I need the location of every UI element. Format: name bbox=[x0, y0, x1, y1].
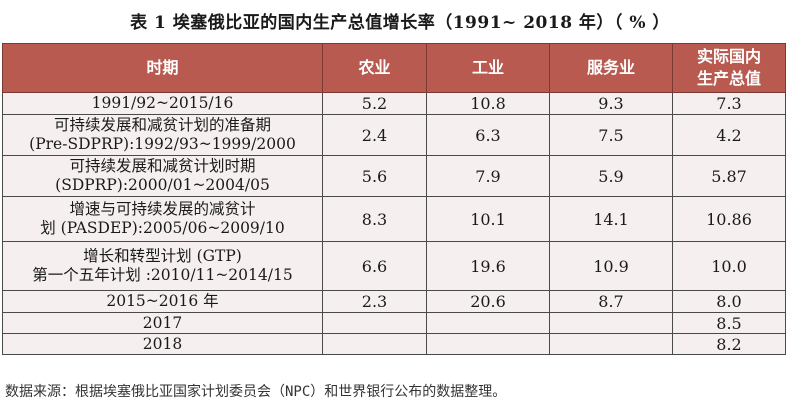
table-row: 2015~2016 年 2.3 20.6 8.7 8.0 bbox=[2, 290, 786, 313]
period-line1: 增长和转型计划 (GTP) bbox=[83, 247, 242, 265]
period-line2: (Pre-SDPRP):1992/93~1999/2000 bbox=[29, 135, 296, 153]
services-cell: 7.5 bbox=[549, 114, 673, 156]
period-cell: 增长和转型计划 (GTP) 第一个五年计划 :2010/11~2014/15 bbox=[2, 241, 323, 291]
period-line1: 可持续发展和减贫计划时期 bbox=[69, 157, 256, 175]
period-line2: 第一个五年计划 :2010/11~2014/15 bbox=[32, 266, 293, 284]
agriculture-cell: 2.4 bbox=[322, 114, 427, 156]
services-cell: 9.3 bbox=[549, 92, 673, 115]
table-row: 2017 8.5 bbox=[2, 312, 786, 334]
table-row: 增长和转型计划 (GTP) 第一个五年计划 :2010/11~2014/15 6… bbox=[2, 241, 786, 291]
gdp-growth-table: 时期 农业 工业 服务业 实际国内 生产总值 1991/92~2015/16 5… bbox=[2, 43, 786, 355]
agriculture-cell: 2.3 bbox=[322, 290, 427, 313]
services-cell: 10.9 bbox=[549, 241, 673, 291]
period-cell: 可持续发展和减贫计划的准备期 (Pre-SDPRP):1992/93~1999/… bbox=[2, 114, 323, 156]
gdp-cell: 8.2 bbox=[672, 333, 786, 355]
table-row: 可持续发展和减贫计划的准备期 (Pre-SDPRP):1992/93~1999/… bbox=[2, 114, 786, 156]
industry-cell: 19.6 bbox=[426, 241, 550, 291]
agriculture-cell: 6.6 bbox=[322, 241, 427, 291]
header-gdp-line1: 实际国内 bbox=[696, 47, 761, 66]
period-line1: 2015~2016 年 bbox=[106, 292, 219, 310]
industry-cell: 10.1 bbox=[426, 196, 550, 242]
period-line1: 增速与可持续发展的减贫计 bbox=[69, 200, 256, 218]
agriculture-cell: 5.6 bbox=[322, 155, 427, 197]
gdp-cell: 10.86 bbox=[672, 196, 786, 242]
services-cell bbox=[549, 312, 673, 334]
gdp-cell: 8.0 bbox=[672, 290, 786, 313]
table-row: 2018 8.2 bbox=[2, 333, 786, 355]
period-line1: 可持续发展和减贫计划的准备期 bbox=[53, 116, 271, 134]
gdp-cell: 10.0 bbox=[672, 241, 786, 291]
agriculture-cell: 8.3 bbox=[322, 196, 427, 242]
agriculture-cell bbox=[322, 312, 427, 334]
industry-cell: 7.9 bbox=[426, 155, 550, 197]
agriculture-cell: 5.2 bbox=[322, 92, 427, 115]
header-industry: 工业 bbox=[426, 43, 550, 93]
services-cell: 8.7 bbox=[549, 290, 673, 313]
industry-cell bbox=[426, 312, 550, 334]
period-line2: (SDPRP):2000/01~2004/05 bbox=[55, 176, 270, 194]
header-services: 服务业 bbox=[549, 43, 673, 93]
table-header-row: 时期 农业 工业 服务业 实际国内 生产总值 bbox=[2, 43, 786, 93]
period-cell: 1991/92~2015/16 bbox=[2, 92, 323, 115]
industry-cell: 6.3 bbox=[426, 114, 550, 156]
period-line2: 划 (PASDEP):2005/06~2009/10 bbox=[40, 219, 285, 237]
period-line1: 2018 bbox=[142, 334, 183, 353]
agriculture-cell bbox=[322, 333, 427, 355]
gdp-cell: 8.5 bbox=[672, 312, 786, 334]
table-row: 增速与可持续发展的减贫计 划 (PASDEP):2005/06~2009/10 … bbox=[2, 196, 786, 242]
header-agriculture: 农业 bbox=[322, 43, 427, 93]
header-period: 时期 bbox=[2, 43, 323, 93]
period-line1: 2017 bbox=[142, 313, 183, 332]
period-cell: 2015~2016 年 bbox=[2, 290, 323, 313]
period-cell: 可持续发展和减贫计划时期 (SDPRP):2000/01~2004/05 bbox=[2, 155, 323, 197]
period-line1: 1991/92~2015/16 bbox=[91, 94, 234, 112]
period-cell: 2017 bbox=[2, 312, 323, 334]
gdp-cell: 7.3 bbox=[672, 92, 786, 115]
data-source-note: 数据来源：根据埃塞俄比亚国家计划委员会（NPC）和世界银行公布的数据整理。 bbox=[5, 384, 507, 400]
table-row: 1991/92~2015/16 5.2 10.8 9.3 7.3 bbox=[2, 92, 786, 115]
gdp-cell: 4.2 bbox=[672, 114, 786, 156]
period-cell: 2018 bbox=[2, 333, 323, 355]
table-title: 表 1 埃塞俄比亚的国内生产总值增长率（1991~ 2018 年）（ % ） bbox=[130, 13, 670, 33]
header-gdp-line2: 生产总值 bbox=[696, 69, 761, 88]
industry-cell: 20.6 bbox=[426, 290, 550, 313]
gdp-cell: 5.87 bbox=[672, 155, 786, 197]
industry-cell bbox=[426, 333, 550, 355]
industry-cell: 10.8 bbox=[426, 92, 550, 115]
header-gdp: 实际国内 生产总值 bbox=[672, 43, 786, 93]
period-cell: 增速与可持续发展的减贫计 划 (PASDEP):2005/06~2009/10 bbox=[2, 196, 323, 242]
table-row: 可持续发展和减贫计划时期 (SDPRP):2000/01~2004/05 5.6… bbox=[2, 155, 786, 197]
services-cell: 14.1 bbox=[549, 196, 673, 242]
services-cell: 5.9 bbox=[549, 155, 673, 197]
services-cell bbox=[549, 333, 673, 355]
